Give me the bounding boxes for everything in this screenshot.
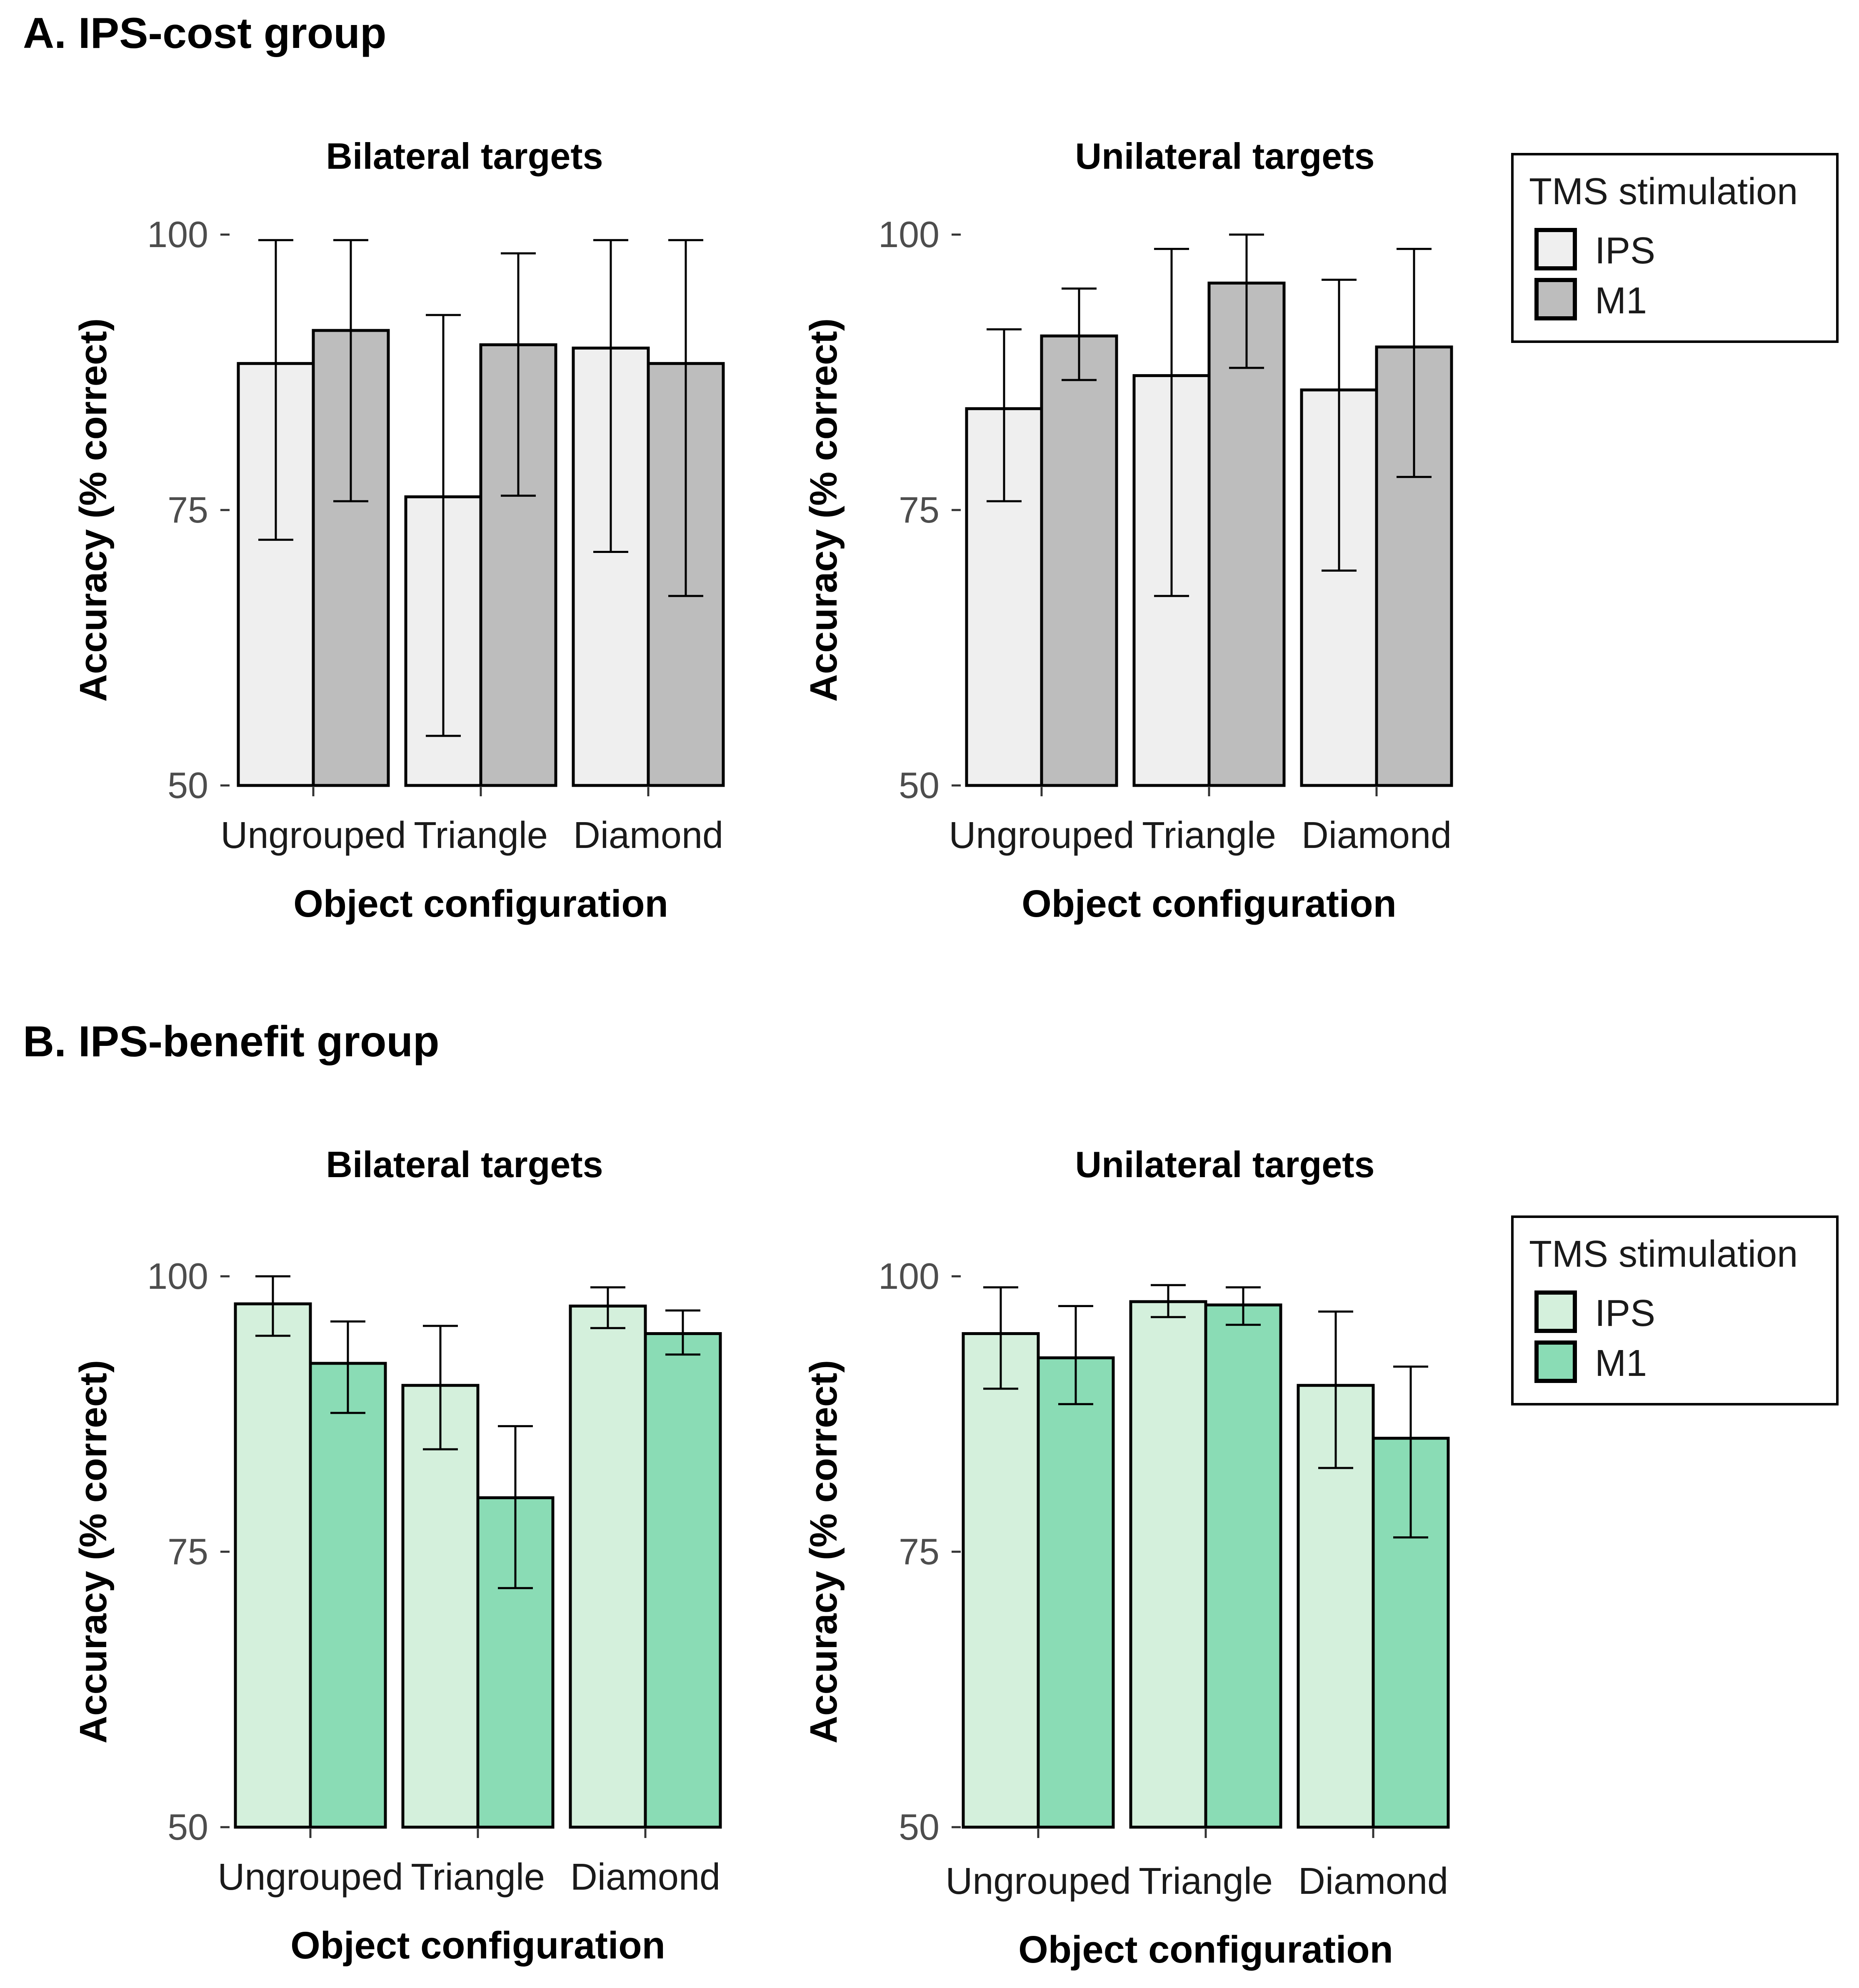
x-tick-label: Triangle bbox=[411, 1856, 545, 1898]
y-tick-label: 75 bbox=[167, 489, 208, 530]
legend-a: TMS stimulation IPS M1 bbox=[1511, 153, 1839, 343]
bar-ips-diamond bbox=[569, 1304, 647, 1829]
x-tick-label: Diamond bbox=[573, 815, 723, 856]
legend-b-swatch-m1 bbox=[1534, 1340, 1577, 1383]
facet-title: Unilateral targets bbox=[1075, 135, 1375, 177]
bar-m1-triangle bbox=[1204, 1303, 1282, 1829]
panel-label-b: B. IPS-benefit group bbox=[23, 1018, 440, 1066]
x-tick-label: Diamond bbox=[1302, 815, 1452, 856]
x-tick-label: Ungrouped bbox=[945, 1860, 1131, 1902]
y-axis-title: Accuracy (% correct) bbox=[802, 1360, 845, 1743]
x-tick-label: Triangle bbox=[1139, 1860, 1273, 1902]
legend-b: TMS stimulation IPS M1 bbox=[1511, 1215, 1839, 1405]
chart-b-unilateral: Unilateral targets 50 75 100 Accuracy (% cor… bbox=[802, 1144, 1450, 1971]
bar-m1-ungrouped bbox=[1040, 334, 1118, 787]
y-tick-label: 100 bbox=[147, 1255, 208, 1297]
y-tick-label: 50 bbox=[899, 765, 939, 806]
y-tick-label: 75 bbox=[899, 489, 939, 530]
y-axis-title: Accuracy (% correct) bbox=[72, 318, 115, 702]
facet-title: Unilateral targets bbox=[1075, 1144, 1375, 1185]
legend-b-title: TMS stimulation bbox=[1529, 1233, 1798, 1275]
chart-b-bilateral: Bilateral targets 50 75 100 Accuracy (% corr… bbox=[72, 1144, 722, 1967]
bar-m1-diamond bbox=[644, 1332, 722, 1829]
facet-title: Bilateral targets bbox=[326, 135, 603, 177]
panel-label-a: A. IPS-cost group bbox=[23, 9, 386, 58]
x-tick-label: Ungrouped bbox=[217, 1856, 403, 1898]
x-axis-title: Object configuration bbox=[1018, 1928, 1393, 1971]
y-axis-title: Accuracy (% correct) bbox=[72, 1360, 115, 1743]
legend-a-swatch-ips bbox=[1534, 228, 1577, 270]
chart-a-unilateral: Unilateral targets 50 75 100 Accuracy (% cor… bbox=[802, 135, 1453, 925]
y-tick-label: 50 bbox=[167, 765, 208, 806]
y-tick-label: 100 bbox=[878, 214, 939, 255]
legend-b-label-ips: IPS bbox=[1595, 1293, 1655, 1334]
bar-ips-ungrouped bbox=[234, 1302, 312, 1829]
facet-title: Bilateral targets bbox=[326, 1144, 603, 1185]
x-axis-title: Object configuration bbox=[293, 883, 668, 925]
x-axis-title: Object configuration bbox=[290, 1924, 665, 1967]
x-tick-label: Ungrouped bbox=[949, 815, 1134, 856]
y-tick-label: 50 bbox=[899, 1806, 939, 1848]
legend-a-label-m1: M1 bbox=[1595, 280, 1647, 322]
y-tick-label: 100 bbox=[147, 214, 208, 255]
legend-a-title: TMS stimulation bbox=[1529, 171, 1798, 213]
legend-b-swatch-ips bbox=[1534, 1290, 1577, 1333]
legend-a-swatch-m1 bbox=[1534, 278, 1577, 320]
y-tick-label: 100 bbox=[878, 1255, 939, 1297]
x-tick-label: Diamond bbox=[570, 1856, 720, 1898]
bar-ips-ungrouped bbox=[962, 1332, 1040, 1829]
legend-a-label-ips: IPS bbox=[1595, 230, 1655, 272]
bar-ips-triangle bbox=[1129, 1300, 1207, 1829]
x-axis-title: Object configuration bbox=[1022, 883, 1397, 925]
chart-a-bilateral: Bilateral targets 50 75 100 Accuracy (% corr… bbox=[72, 135, 725, 925]
x-tick-label: Ungrouped bbox=[220, 815, 406, 856]
x-tick-label: Triangle bbox=[1142, 815, 1276, 856]
y-tick-label: 50 bbox=[167, 1806, 208, 1848]
y-tick-label: 75 bbox=[899, 1531, 939, 1572]
y-axis-title: Accuracy (% correct) bbox=[802, 318, 845, 702]
bar-m1-ungrouped bbox=[1037, 1356, 1115, 1829]
x-tick-label: Diamond bbox=[1298, 1860, 1448, 1902]
legend-b-label-m1: M1 bbox=[1595, 1343, 1647, 1384]
bar-m1-ungrouped bbox=[309, 1362, 387, 1829]
bar-ips-triangle bbox=[401, 1384, 480, 1829]
y-tick-label: 75 bbox=[167, 1531, 208, 1572]
x-tick-label: Triangle bbox=[414, 815, 548, 856]
